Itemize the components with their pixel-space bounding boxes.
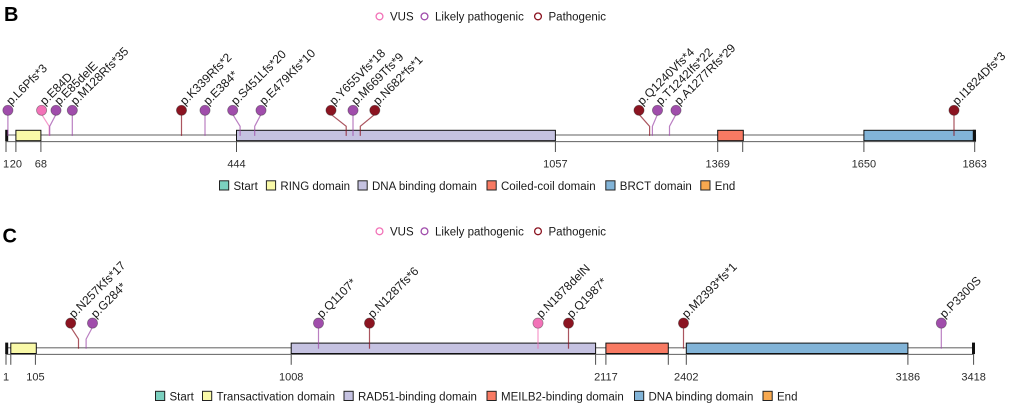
svg-text:1650: 1650: [852, 159, 876, 171]
svg-text:DNA binding domain: DNA binding domain: [649, 392, 754, 404]
svg-text:1057: 1057: [543, 159, 567, 171]
svg-text:VUS: VUS: [390, 11, 414, 23]
svg-text:2402: 2402: [674, 372, 698, 384]
svg-text:RING domain: RING domain: [280, 181, 350, 193]
svg-text:DNA binding domain: DNA binding domain: [372, 181, 477, 193]
svg-text:End: End: [777, 392, 797, 404]
svg-text:C: C: [3, 225, 17, 247]
svg-text:VUS: VUS: [390, 226, 414, 238]
svg-text:68: 68: [35, 159, 47, 171]
svg-text:20: 20: [10, 159, 22, 171]
svg-text:1: 1: [3, 372, 9, 384]
svg-text:Pathogenic: Pathogenic: [549, 11, 607, 23]
svg-text:105: 105: [26, 372, 44, 384]
svg-text:Transactivation domain: Transactivation domain: [217, 392, 335, 404]
svg-text:Coiled-coil domain: Coiled-coil domain: [501, 181, 596, 193]
svg-text:Likely pathogenic: Likely pathogenic: [435, 11, 524, 23]
svg-text:2117: 2117: [594, 372, 618, 384]
svg-text:RAD51-binding domain: RAD51-binding domain: [358, 392, 477, 404]
svg-text:MEILB2-binding domain: MEILB2-binding domain: [501, 392, 624, 404]
svg-text:Likely pathogenic: Likely pathogenic: [435, 226, 524, 238]
svg-text:3418: 3418: [961, 372, 985, 384]
svg-text:1008: 1008: [279, 372, 303, 384]
svg-text:BRCT domain: BRCT domain: [620, 181, 692, 193]
svg-text:Pathogenic: Pathogenic: [549, 226, 607, 238]
svg-text:1369: 1369: [705, 159, 729, 171]
svg-text:3186: 3186: [896, 372, 920, 384]
svg-text:444: 444: [227, 159, 245, 171]
svg-text:1863: 1863: [962, 159, 986, 171]
svg-text:Start: Start: [170, 392, 195, 404]
svg-text:End: End: [715, 181, 735, 193]
svg-text:Start: Start: [234, 181, 259, 193]
svg-text:B: B: [4, 4, 18, 26]
svg-text:1: 1: [3, 159, 9, 171]
